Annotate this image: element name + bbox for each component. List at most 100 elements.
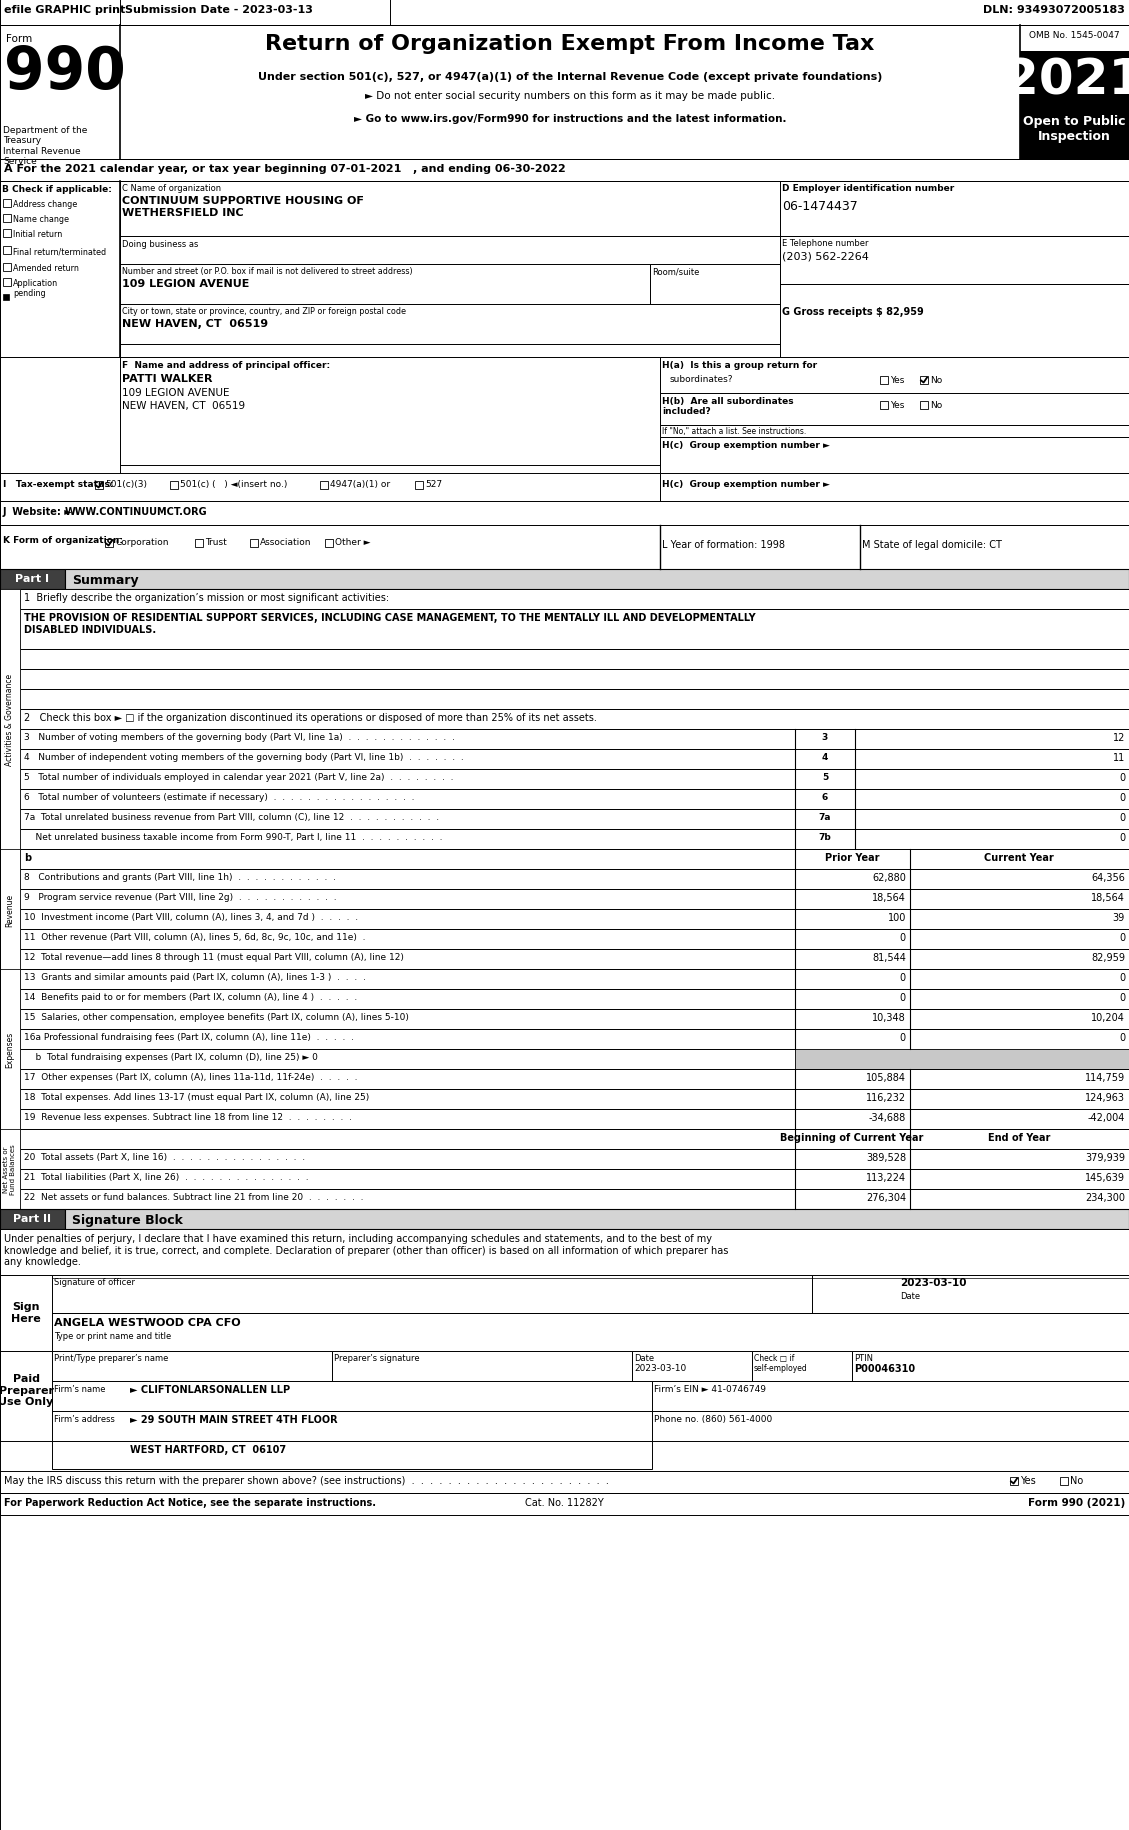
Bar — [20, 990, 795, 1010]
Bar — [910, 950, 1129, 970]
Text: Activities & Governance: Activities & Governance — [6, 673, 15, 765]
Text: C Name of organization: C Name of organization — [122, 183, 221, 192]
Text: 7b: 7b — [819, 833, 831, 842]
Text: Under penalties of perjury, I declare that I have examined this return, includin: Under penalties of perjury, I declare th… — [5, 1233, 728, 1266]
Text: Room/suite: Room/suite — [653, 267, 699, 276]
Bar — [795, 1030, 910, 1049]
Bar — [0, 159, 1129, 181]
Text: (203) 562-2264: (203) 562-2264 — [782, 251, 869, 262]
Bar — [0, 1351, 52, 1442]
Text: subordinates?: subordinates? — [669, 375, 734, 384]
Text: Signature of officer: Signature of officer — [54, 1277, 135, 1286]
Text: 13  Grants and similar amounts paid (Part IX, column (A), lines 1-3 )  .  .  .  : 13 Grants and similar amounts paid (Part… — [24, 972, 366, 981]
Bar — [910, 930, 1129, 950]
Bar — [20, 1190, 795, 1210]
Text: 10,204: 10,204 — [1091, 1012, 1124, 1023]
Bar — [52, 1314, 1129, 1351]
Bar — [795, 730, 855, 750]
Bar — [20, 710, 1129, 730]
Bar — [855, 789, 1129, 809]
Text: 0: 0 — [1119, 1032, 1124, 1043]
Bar — [0, 501, 1129, 525]
Bar — [3, 231, 11, 238]
Text: Under section 501(c), 527, or 4947(a)(1) of the Internal Revenue Code (except pr: Under section 501(c), 527, or 4947(a)(1)… — [257, 71, 882, 82]
Text: 145,639: 145,639 — [1085, 1173, 1124, 1182]
Bar — [795, 809, 855, 829]
Text: Expenses: Expenses — [6, 1032, 15, 1067]
Text: 0: 0 — [1119, 972, 1124, 983]
Bar — [795, 910, 910, 930]
Bar — [660, 426, 1129, 437]
Bar — [910, 1190, 1129, 1210]
Text: 19  Revenue less expenses. Subtract line 18 from line 12  .  .  .  .  .  .  .  .: 19 Revenue less expenses. Subtract line … — [24, 1113, 352, 1122]
Bar — [795, 1049, 1129, 1069]
Bar — [0, 1471, 1129, 1493]
Text: 109 LEGION AVENUE: 109 LEGION AVENUE — [122, 388, 229, 397]
Bar — [105, 540, 113, 547]
Bar — [0, 569, 65, 589]
Bar — [20, 1129, 795, 1149]
Bar — [0, 359, 120, 522]
Text: End of Year: End of Year — [988, 1133, 1050, 1142]
Bar — [910, 1149, 1129, 1169]
Text: 113,224: 113,224 — [866, 1173, 905, 1182]
Text: Yes: Yes — [890, 375, 904, 384]
Text: Beginning of Current Year: Beginning of Current Year — [780, 1133, 924, 1142]
Text: 10,348: 10,348 — [873, 1012, 905, 1023]
Text: 379,939: 379,939 — [1085, 1153, 1124, 1162]
Bar — [795, 889, 910, 910]
Text: 12  Total revenue—add lines 8 through 11 (must equal Part VIII, column (A), line: 12 Total revenue—add lines 8 through 11 … — [24, 952, 404, 961]
Text: ► 29 SOUTH MAIN STREET 4TH FLOOR: ► 29 SOUTH MAIN STREET 4TH FLOOR — [130, 1415, 338, 1424]
Bar — [0, 0, 1129, 26]
Bar — [660, 525, 860, 569]
Text: Type or print name and title: Type or print name and title — [54, 1330, 172, 1340]
Text: For Paperwork Reduction Act Notice, see the separate instructions.: For Paperwork Reduction Act Notice, see … — [5, 1497, 376, 1508]
Bar — [795, 1010, 910, 1030]
Bar — [660, 474, 1129, 501]
Bar — [170, 481, 178, 490]
Text: Cat. No. 11282Y: Cat. No. 11282Y — [525, 1497, 603, 1508]
Text: No: No — [1070, 1475, 1083, 1486]
Text: Initial return: Initial return — [14, 231, 62, 240]
Bar — [20, 809, 795, 829]
Bar — [920, 377, 928, 384]
Text: Preparer’s signature: Preparer’s signature — [334, 1352, 420, 1362]
Text: Prior Year: Prior Year — [825, 853, 879, 862]
Text: 39: 39 — [1113, 913, 1124, 922]
Text: 12: 12 — [1112, 732, 1124, 743]
Text: efile GRAPHIC print: efile GRAPHIC print — [5, 5, 125, 15]
Text: 0: 0 — [1119, 992, 1124, 1003]
Bar — [910, 1069, 1129, 1089]
Text: 0: 0 — [900, 972, 905, 983]
Bar — [795, 829, 855, 849]
Bar — [780, 285, 1129, 359]
Bar — [0, 849, 20, 970]
Bar — [795, 869, 910, 889]
Bar — [52, 1442, 653, 1469]
Bar — [910, 910, 1129, 930]
Bar — [1019, 51, 1129, 108]
Bar — [20, 730, 795, 750]
Text: Form: Form — [6, 35, 33, 44]
Bar — [0, 970, 20, 1129]
Bar — [120, 344, 780, 359]
Text: 234,300: 234,300 — [1085, 1193, 1124, 1202]
Bar — [660, 359, 1129, 393]
Bar — [1010, 1477, 1018, 1486]
Text: F  Name and address of principal officer:: F Name and address of principal officer: — [122, 361, 330, 370]
Bar — [52, 1382, 653, 1411]
Text: Net Assets or
Fund Balances: Net Assets or Fund Balances — [3, 1144, 17, 1195]
Bar — [795, 1190, 910, 1210]
Bar — [795, 750, 855, 770]
Text: ► CLIFTONLARSONALLEN LLP: ► CLIFTONLARSONALLEN LLP — [130, 1383, 290, 1394]
Text: M State of legal domicile: CT: M State of legal domicile: CT — [863, 540, 1001, 549]
Bar — [910, 1089, 1129, 1109]
Text: 105,884: 105,884 — [866, 1072, 905, 1082]
Bar — [812, 1276, 1129, 1314]
Text: 100: 100 — [887, 913, 905, 922]
Bar — [910, 1010, 1129, 1030]
Bar — [795, 1089, 910, 1109]
Text: Amended return: Amended return — [14, 264, 79, 273]
Bar — [632, 1351, 752, 1382]
Text: Date: Date — [634, 1352, 654, 1362]
